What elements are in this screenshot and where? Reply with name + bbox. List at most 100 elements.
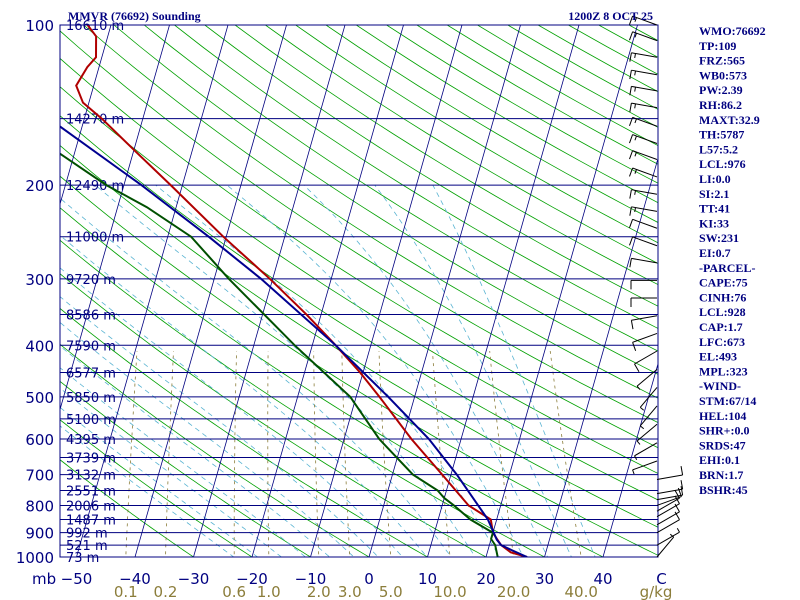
moist-adiabat xyxy=(60,425,235,557)
wind-barb xyxy=(629,102,658,113)
wind-barb-staff xyxy=(656,497,680,512)
isotherm xyxy=(485,25,638,557)
wind-barb-half-flag xyxy=(636,440,641,445)
wind-barb-flag xyxy=(674,511,680,520)
mixing-ratio-line xyxy=(165,350,174,557)
index-entry: -PARCEL- xyxy=(699,261,755,275)
wind-barb-half-flag xyxy=(634,32,637,38)
pressure-tick-label: 300 xyxy=(25,271,54,289)
wind-barb xyxy=(629,85,658,96)
wind-barb-flag xyxy=(629,150,634,160)
wind-barb-staff xyxy=(656,536,675,558)
wind-barb-half-flag xyxy=(634,151,637,157)
wind-barb xyxy=(632,460,658,475)
pressure-tick-label: 200 xyxy=(25,177,54,195)
height-label: 3132 m xyxy=(66,469,116,484)
wind-barb xyxy=(629,218,658,229)
temperature-tick-label: 20 xyxy=(476,570,495,588)
index-entry: LCL:976 xyxy=(699,157,746,171)
wind-barb xyxy=(630,315,658,330)
wind-barb xyxy=(629,69,658,80)
wind-barb-flag xyxy=(634,363,640,373)
wind-barb-flag xyxy=(629,219,634,228)
index-entry: WB0:573 xyxy=(699,68,747,82)
wind-barb-flag xyxy=(629,52,632,62)
wind-barb-flag xyxy=(632,342,637,351)
wind-barb-staff xyxy=(639,387,658,408)
wind-barb-flag xyxy=(629,189,632,199)
dry-adiabat xyxy=(60,30,658,424)
temperature-tick-label: −50 xyxy=(61,570,93,588)
wind-barb-staff xyxy=(631,69,658,76)
temperature-tick-label: 10 xyxy=(418,570,437,588)
wind-barb xyxy=(629,15,658,26)
wind-barb xyxy=(629,257,658,268)
isobar-labels: 16610 m 14270 m 12490 m 11000 m 9720 m 8586 m… xyxy=(66,19,124,566)
index-entry: EHI:0.1 xyxy=(699,453,740,467)
wind-barb-flag xyxy=(629,103,632,113)
index-entry: SI:2.1 xyxy=(699,187,729,201)
wind-barb-flag xyxy=(629,15,634,25)
wind-barb-staff xyxy=(632,236,658,247)
height-label: 5850 m xyxy=(66,391,116,406)
wind-barb-staff xyxy=(632,134,658,144)
mixing-ratio-label: 2.0 xyxy=(307,583,331,600)
isotherm xyxy=(251,25,404,557)
wind-barb-flag xyxy=(629,134,634,144)
wind-barb xyxy=(632,332,658,351)
temperature-tick-label: 0 xyxy=(364,570,374,588)
mixing-ratio-line xyxy=(233,350,237,557)
wind-barb-flag xyxy=(674,503,680,513)
index-entry: MAXT:32.9 xyxy=(699,113,760,127)
index-entry: LFC:673 xyxy=(699,335,745,349)
mixing-ratio-label: g/kg xyxy=(640,583,673,600)
wind-barb-staff xyxy=(656,474,683,480)
dry-adiabat xyxy=(60,86,658,474)
wind-barb xyxy=(629,31,658,42)
wind-barb-staff xyxy=(636,369,658,387)
mixing-ratio-line xyxy=(489,350,515,557)
wind-barb-staff xyxy=(656,496,682,506)
height-label: 3739 m xyxy=(66,451,116,466)
pressure-tick-label: 600 xyxy=(25,431,54,449)
profiles xyxy=(60,25,528,557)
height-label: 4395 m xyxy=(66,433,116,448)
wind-barb xyxy=(629,52,658,62)
isotherm xyxy=(427,25,580,557)
height-label: 2551 m xyxy=(66,485,116,500)
temperature-tick-label: 30 xyxy=(535,570,554,588)
index-entry: BRN:1.7 xyxy=(699,468,743,482)
height-label: 521 m xyxy=(66,539,108,554)
index-entry: CAPE:75 xyxy=(699,276,748,290)
height-label: 7590 m xyxy=(66,339,116,354)
isotherm xyxy=(134,25,287,557)
wind-barb-flag xyxy=(674,495,680,504)
moist-adiabat xyxy=(303,184,548,557)
temperature-tick-label: −40 xyxy=(119,570,151,588)
height-label: 992 m xyxy=(66,527,108,542)
wind-barb-half-flag xyxy=(634,118,637,124)
wind-barb xyxy=(634,350,658,373)
height-label: 6577 m xyxy=(66,367,116,382)
wind-barb-half-flag xyxy=(634,190,636,195)
wind-barb-staff xyxy=(631,52,658,58)
mixing-ratio-line xyxy=(432,350,451,557)
wind-barb-staff xyxy=(631,315,658,321)
wind-barb xyxy=(629,206,658,216)
mixing-ratio-line xyxy=(549,350,582,557)
moist-adiabat xyxy=(60,387,283,557)
wind-barb-half-flag xyxy=(636,385,641,390)
index-entry: BSHR:45 xyxy=(699,483,748,497)
mixing-ratio-label: 1.0 xyxy=(257,583,281,600)
height-label: 11000 m xyxy=(66,231,124,246)
wind-barb-staff xyxy=(639,405,658,427)
isotherm xyxy=(193,25,346,557)
isotherm xyxy=(602,362,658,557)
moist-adiabat xyxy=(60,345,331,557)
wind-barb-half-flag xyxy=(634,17,637,22)
moist-adiabat xyxy=(60,296,379,557)
index-entry: CAP:1.7 xyxy=(699,320,743,334)
wind-barb-half-flag xyxy=(634,455,638,460)
parcel-profile xyxy=(60,125,528,557)
wind-barb xyxy=(630,279,657,290)
